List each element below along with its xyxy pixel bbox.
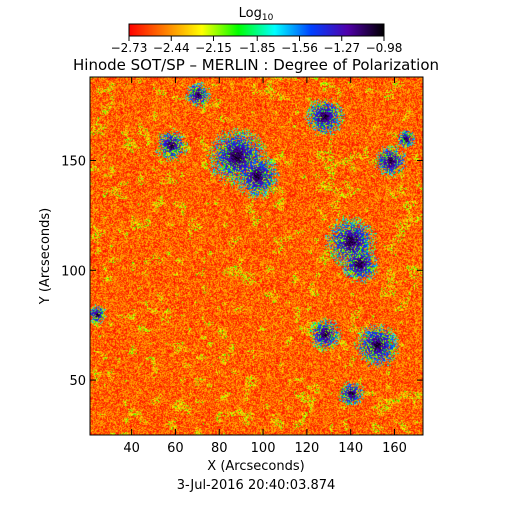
y-axis: 50 100 150 <box>61 154 423 389</box>
x-tick-label: 60 <box>167 441 184 456</box>
colorbar-tick-label: −2.44 <box>153 41 190 55</box>
colorbar-tick-label: −1.56 <box>281 41 318 55</box>
chart-title: Hinode SOT/SP – MERLIN : Degree of Polar… <box>73 56 439 74</box>
colorbar-ticks: −2.73 −2.44 −2.15 −1.85 −1.56 −1.27 −0.98 <box>111 36 403 55</box>
colorbar-tick-label: −2.15 <box>195 41 232 55</box>
x-axis-label: X (Arcseconds) <box>207 459 304 474</box>
colorbar-tick-label: −0.98 <box>366 41 403 55</box>
colorbar-frame <box>128 23 385 37</box>
colorbar-tick-label: −1.27 <box>323 41 360 55</box>
x-tick-label: 140 <box>338 441 363 456</box>
y-tick-label: 150 <box>61 154 86 169</box>
timestamp: 3-Jul-2016 20:40:03.874 <box>177 478 336 493</box>
x-tick-label: 100 <box>251 441 276 456</box>
x-axis: 40 60 80 100 120 140 160 <box>123 77 407 456</box>
colorbar-gradient <box>129 24 384 36</box>
x-tick-label: 80 <box>211 441 228 456</box>
x-tick-label: 40 <box>123 441 140 456</box>
x-tick-label: 160 <box>382 441 407 456</box>
colorbar-tick-label: −2.73 <box>111 41 148 55</box>
colorbar-tick-label: −1.85 <box>239 41 276 55</box>
y-axis-label: Y (Arcseconds) <box>38 208 53 305</box>
plot-frame <box>89 76 424 436</box>
colorbar-label: Log10 <box>239 6 274 23</box>
colorbar: Log10 −2.73 −2.44 −2.15 −1.85 −1.56 −1.27 −0.9… <box>111 6 403 55</box>
polarization-heatmap <box>90 77 423 435</box>
plot-area <box>89 76 424 436</box>
y-tick-label: 100 <box>61 264 86 279</box>
y-tick-label: 50 <box>69 374 86 389</box>
x-tick-label: 120 <box>294 441 319 456</box>
